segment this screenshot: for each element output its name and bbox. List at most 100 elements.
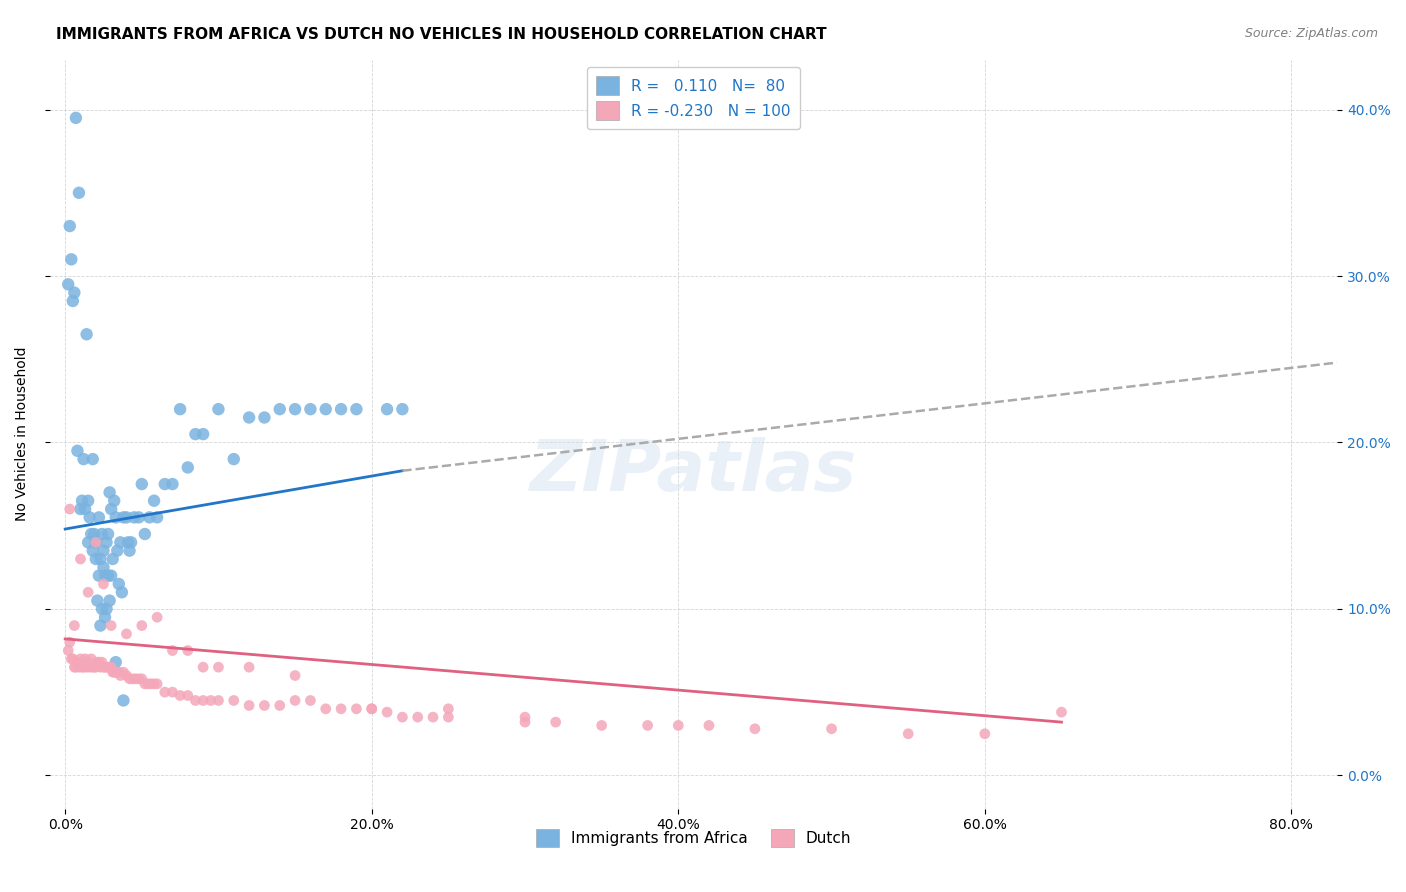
Point bbox=[1050, 705, 1073, 719]
Point bbox=[666, 718, 689, 732]
Point bbox=[330, 702, 353, 716]
Point bbox=[253, 410, 276, 425]
Point bbox=[897, 727, 920, 741]
Point bbox=[75, 652, 97, 666]
Point bbox=[108, 577, 131, 591]
Point bbox=[191, 693, 214, 707]
Point bbox=[131, 477, 153, 491]
Point bbox=[591, 718, 613, 732]
Point bbox=[67, 186, 90, 200]
Point bbox=[128, 510, 150, 524]
Point bbox=[58, 277, 80, 292]
Point bbox=[238, 660, 260, 674]
Point bbox=[69, 502, 91, 516]
Point bbox=[124, 672, 146, 686]
Point bbox=[544, 715, 567, 730]
Point bbox=[66, 443, 89, 458]
Point bbox=[110, 535, 132, 549]
Point bbox=[108, 665, 131, 680]
Point bbox=[84, 660, 107, 674]
Point bbox=[253, 698, 276, 713]
Point bbox=[60, 252, 83, 267]
Point bbox=[191, 427, 214, 442]
Point bbox=[93, 660, 115, 674]
Point bbox=[138, 510, 160, 524]
Point bbox=[139, 677, 162, 691]
Point bbox=[86, 593, 108, 607]
Point bbox=[93, 577, 115, 591]
Point bbox=[97, 568, 120, 582]
Point bbox=[72, 452, 94, 467]
Point bbox=[153, 477, 176, 491]
Point bbox=[66, 655, 89, 669]
Point bbox=[60, 652, 83, 666]
Point bbox=[121, 672, 143, 686]
Point bbox=[177, 643, 200, 657]
Point bbox=[100, 568, 122, 582]
Point bbox=[299, 693, 322, 707]
Point bbox=[143, 677, 166, 691]
Point bbox=[82, 543, 104, 558]
Point bbox=[207, 660, 229, 674]
Point bbox=[120, 535, 142, 549]
Point bbox=[98, 593, 121, 607]
Point bbox=[59, 219, 82, 233]
Point bbox=[697, 718, 720, 732]
Point bbox=[94, 660, 117, 674]
Text: IMMIGRANTS FROM AFRICA VS DUTCH NO VEHICLES IN HOUSEHOLD CORRELATION CHART: IMMIGRANTS FROM AFRICA VS DUTCH NO VEHIC… bbox=[56, 27, 827, 42]
Point bbox=[93, 543, 115, 558]
Point bbox=[191, 660, 214, 674]
Point bbox=[284, 668, 307, 682]
Point bbox=[111, 585, 134, 599]
Point bbox=[222, 693, 245, 707]
Point bbox=[59, 635, 82, 649]
Point bbox=[360, 702, 382, 716]
Point bbox=[437, 710, 460, 724]
Point bbox=[94, 568, 117, 582]
Point bbox=[96, 602, 118, 616]
Point bbox=[169, 689, 191, 703]
Point bbox=[77, 655, 100, 669]
Point bbox=[97, 660, 120, 674]
Point bbox=[96, 535, 118, 549]
Point bbox=[70, 493, 93, 508]
Point bbox=[63, 285, 86, 300]
Point bbox=[63, 618, 86, 632]
Point bbox=[104, 665, 127, 680]
Point bbox=[91, 527, 114, 541]
Point bbox=[100, 660, 122, 674]
Point bbox=[973, 727, 995, 741]
Point bbox=[820, 722, 842, 736]
Point bbox=[77, 585, 100, 599]
Point bbox=[84, 552, 107, 566]
Y-axis label: No Vehicles in Household: No Vehicles in Household bbox=[15, 347, 30, 522]
Point bbox=[238, 698, 260, 713]
Point bbox=[79, 660, 101, 674]
Point bbox=[513, 715, 536, 730]
Point bbox=[62, 652, 84, 666]
Point bbox=[146, 677, 169, 691]
Point bbox=[112, 693, 135, 707]
Point bbox=[104, 510, 127, 524]
Point bbox=[360, 702, 382, 716]
Point bbox=[136, 677, 159, 691]
Point bbox=[222, 452, 245, 467]
Point bbox=[91, 655, 114, 669]
Point bbox=[406, 710, 429, 724]
Point bbox=[134, 527, 156, 541]
Point bbox=[77, 535, 100, 549]
Point bbox=[65, 660, 87, 674]
Point bbox=[207, 693, 229, 707]
Point bbox=[110, 668, 132, 682]
Point bbox=[315, 402, 337, 417]
Point bbox=[269, 402, 291, 417]
Point bbox=[112, 665, 135, 680]
Point bbox=[97, 527, 120, 541]
Point bbox=[67, 660, 90, 674]
Point bbox=[269, 698, 291, 713]
Point bbox=[177, 460, 200, 475]
Point bbox=[65, 111, 87, 125]
Point bbox=[87, 655, 110, 669]
Point bbox=[391, 402, 413, 417]
Point bbox=[96, 660, 118, 674]
